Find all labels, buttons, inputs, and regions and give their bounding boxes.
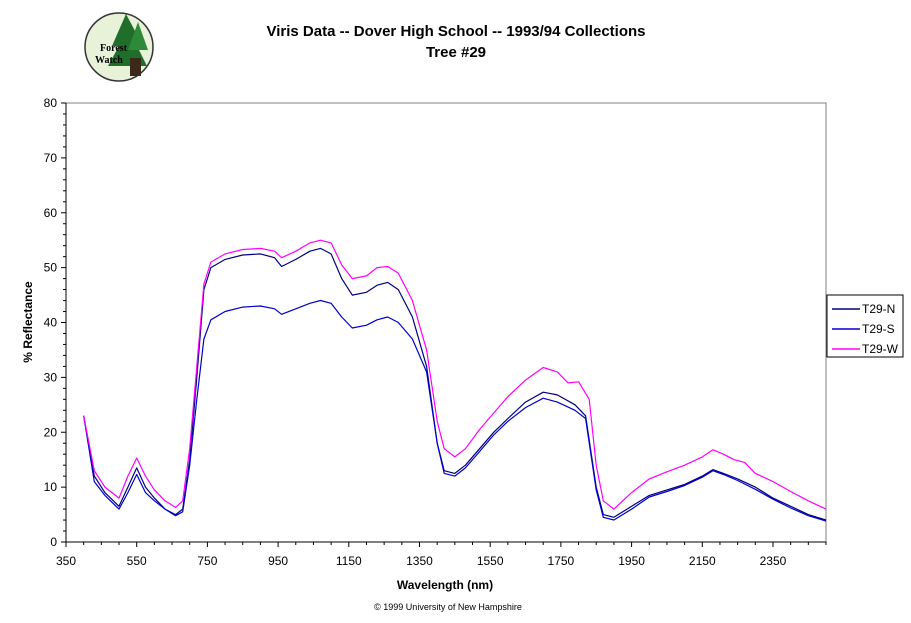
x-tick-label: 1350	[406, 554, 433, 568]
y-axis-ticks: 0 10 20 30 40 50 60 70 80	[44, 96, 66, 549]
x-tick-label: 950	[268, 554, 288, 568]
series-line-t29-n	[83, 247, 826, 521]
x-tick-label: 1150	[336, 554, 362, 568]
x-tick-label: 2350	[760, 554, 787, 568]
series-line-t29-s	[83, 299, 826, 522]
logo-text-line1: Forest	[100, 43, 128, 54]
x-tick-label: 350	[56, 554, 76, 568]
copyright-credit: © 1999 University of New Hampshire	[374, 602, 522, 612]
x-axis-ticks: 350 550 750 950 1150 1350 1550 1750 1950 2150 2350	[56, 542, 827, 568]
plot-area	[65, 102, 827, 543]
x-tick-label: 1550	[477, 554, 504, 568]
x-tick-label: 2150	[689, 554, 716, 568]
legend-label: T29-S	[862, 322, 895, 336]
y-tick-label: 80	[44, 96, 58, 110]
y-axis-label: % Reflectance	[21, 281, 35, 363]
series-line-t29-w	[83, 239, 826, 510]
y-tick-label: 10	[44, 480, 58, 494]
forest-watch-logo: Forest Watch	[84, 12, 154, 82]
x-tick-label: 1750	[548, 554, 575, 568]
y-tick-label: 20	[44, 425, 58, 439]
chart-title: Viris Data -- Dover High School -- 1993/…	[267, 23, 646, 40]
legend-label: T29-W	[862, 342, 899, 356]
x-tick-label: 750	[197, 554, 217, 568]
x-axis-label: Wavelength (nm)	[397, 578, 493, 592]
legend: T29-N T29-S T29-W	[826, 294, 904, 358]
x-tick-label: 550	[127, 554, 147, 568]
y-tick-label: 0	[50, 535, 57, 549]
y-tick-label: 70	[44, 151, 58, 165]
y-tick-label: 50	[44, 261, 58, 275]
series-lines	[83, 239, 826, 522]
y-tick-label: 60	[44, 206, 58, 220]
x-tick-label: 1950	[618, 554, 645, 568]
legend-label: T29-N	[862, 302, 895, 316]
chart-subtitle: Tree #29	[426, 44, 486, 61]
logo-text-line2: Watch	[95, 55, 123, 66]
y-tick-label: 30	[44, 370, 58, 384]
y-tick-label: 40	[44, 316, 58, 330]
